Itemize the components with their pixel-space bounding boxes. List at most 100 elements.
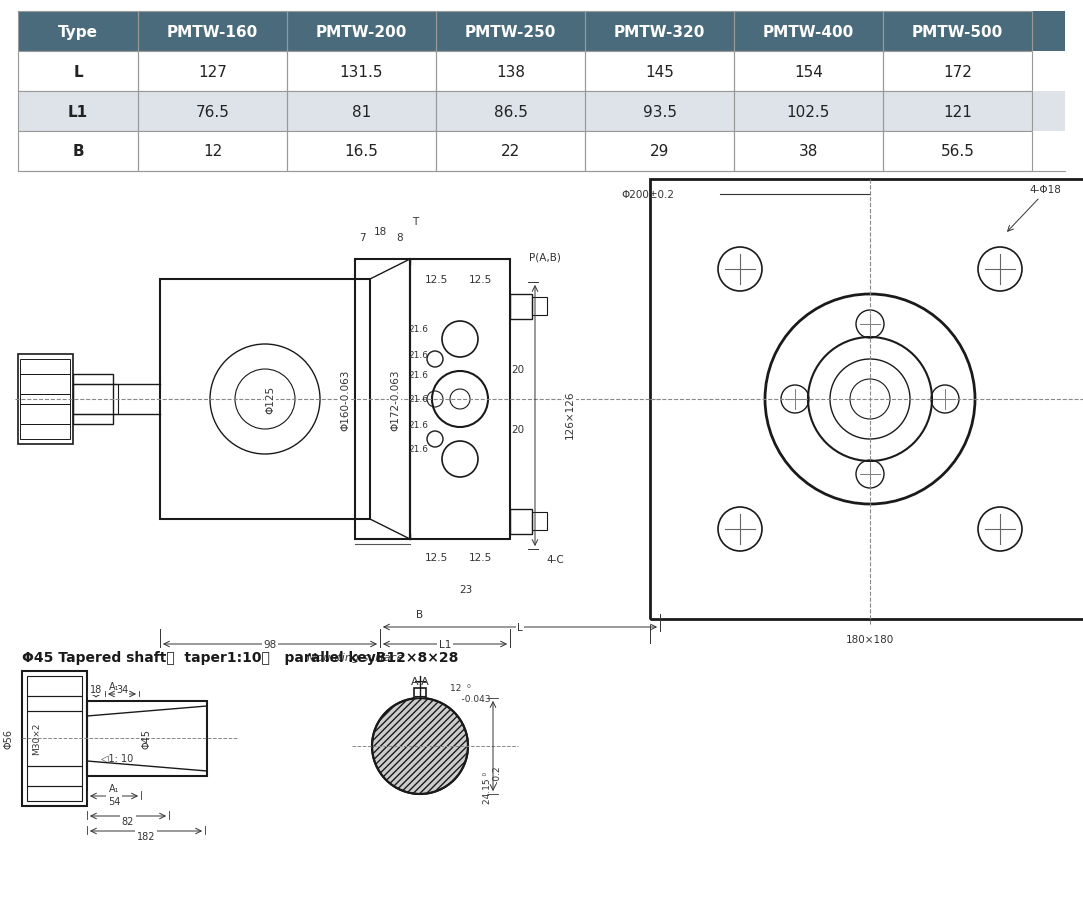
Text: Φ45 Tapered shaft，  taper1:10，   parallel keyB12×8×28: Φ45 Tapered shaft， taper1:10， parallel k… xyxy=(22,650,458,664)
Text: 76.5: 76.5 xyxy=(196,105,230,119)
Text: 180×180: 180×180 xyxy=(846,634,895,644)
Bar xyxy=(734,132,883,172)
Text: 18: 18 xyxy=(374,227,387,237)
Text: A₁: A₁ xyxy=(108,681,119,691)
Bar xyxy=(287,92,436,132)
Bar xyxy=(138,132,287,172)
Bar xyxy=(18,132,1065,172)
Bar xyxy=(27,676,82,696)
Bar xyxy=(532,512,547,530)
Bar xyxy=(734,92,883,132)
Bar xyxy=(18,52,138,92)
Bar xyxy=(734,12,883,52)
Bar xyxy=(19,425,70,439)
Bar xyxy=(138,92,287,132)
Text: 138: 138 xyxy=(496,65,525,79)
Text: 81: 81 xyxy=(352,105,371,119)
Text: 86.5: 86.5 xyxy=(494,105,527,119)
Bar xyxy=(18,12,1065,52)
Text: 38: 38 xyxy=(799,144,818,159)
Text: 126×126: 126×126 xyxy=(565,390,575,439)
Text: 12: 12 xyxy=(203,144,222,159)
Bar xyxy=(436,52,585,92)
Bar xyxy=(532,298,547,315)
Text: 18: 18 xyxy=(90,684,102,694)
Bar xyxy=(287,12,436,52)
Circle shape xyxy=(371,698,468,794)
Text: Mounting surface: Mounting surface xyxy=(306,652,403,662)
Text: PMTW-400: PMTW-400 xyxy=(762,25,854,39)
Text: 4-Φ18: 4-Φ18 xyxy=(1029,185,1061,195)
Text: 23: 23 xyxy=(459,584,472,594)
Text: 131.5: 131.5 xyxy=(340,65,383,79)
Bar xyxy=(287,52,436,92)
Text: PMTW-500: PMTW-500 xyxy=(912,25,1003,39)
Bar xyxy=(436,92,585,132)
Bar xyxy=(22,671,87,806)
Text: 16.5: 16.5 xyxy=(344,144,378,159)
Bar xyxy=(510,294,532,320)
Bar xyxy=(138,52,287,92)
Text: 7: 7 xyxy=(358,232,365,242)
Text: 182: 182 xyxy=(136,831,155,841)
Text: 24.15 ⁰
       -0.2: 24.15 ⁰ -0.2 xyxy=(483,765,503,803)
Bar xyxy=(27,786,82,801)
Bar xyxy=(883,92,1032,132)
Text: 172: 172 xyxy=(943,65,971,79)
Text: 29: 29 xyxy=(650,144,669,159)
Bar xyxy=(27,711,82,766)
Text: 22: 22 xyxy=(500,144,520,159)
Text: L1: L1 xyxy=(68,105,88,119)
Bar xyxy=(410,260,510,539)
Text: 145: 145 xyxy=(645,65,674,79)
Bar xyxy=(19,360,70,374)
Text: 21.6: 21.6 xyxy=(408,420,428,429)
Text: 20: 20 xyxy=(511,425,524,435)
Text: Type: Type xyxy=(58,25,97,39)
Bar xyxy=(73,374,113,425)
Bar xyxy=(18,92,138,132)
Bar xyxy=(883,132,1032,172)
Text: 93.5: 93.5 xyxy=(642,105,677,119)
Text: 34: 34 xyxy=(116,684,128,694)
Text: Φ56: Φ56 xyxy=(4,728,14,748)
Text: 21.6: 21.6 xyxy=(408,370,428,379)
Bar xyxy=(18,92,1065,132)
Text: A-A: A-A xyxy=(410,676,429,686)
Text: 54: 54 xyxy=(108,796,120,806)
Text: L: L xyxy=(517,622,523,632)
Text: T: T xyxy=(412,217,418,227)
Text: 98: 98 xyxy=(263,640,276,650)
Bar xyxy=(87,701,207,776)
Text: 8: 8 xyxy=(396,232,403,242)
Text: Φ172-0.063: Φ172-0.063 xyxy=(390,369,400,430)
Bar xyxy=(18,52,1065,92)
Bar xyxy=(436,132,585,172)
Text: 21.6: 21.6 xyxy=(408,445,428,454)
Bar xyxy=(355,260,410,539)
Text: 21.6: 21.6 xyxy=(408,325,428,334)
Bar xyxy=(27,696,82,711)
Text: P(A,B): P(A,B) xyxy=(530,252,561,262)
Text: 4-C: 4-C xyxy=(546,555,564,565)
Text: Φ160-0.063: Φ160-0.063 xyxy=(340,369,350,430)
Bar xyxy=(18,132,138,172)
Text: 12.5: 12.5 xyxy=(425,275,447,284)
Text: B: B xyxy=(417,609,423,619)
Text: PMTW-250: PMTW-250 xyxy=(465,25,557,39)
Text: Φ45: Φ45 xyxy=(142,728,152,748)
Bar xyxy=(585,132,734,172)
Bar xyxy=(19,404,70,425)
Bar xyxy=(510,509,532,535)
Bar xyxy=(287,132,436,172)
Text: 154: 154 xyxy=(794,65,823,79)
Bar xyxy=(585,92,734,132)
Bar xyxy=(585,52,734,92)
Text: 102.5: 102.5 xyxy=(787,105,831,119)
Text: A₁: A₁ xyxy=(108,783,119,793)
Bar xyxy=(73,384,118,415)
Bar xyxy=(19,374,70,394)
Text: L1: L1 xyxy=(439,640,452,650)
Text: L: L xyxy=(74,65,82,79)
Bar xyxy=(138,12,287,52)
